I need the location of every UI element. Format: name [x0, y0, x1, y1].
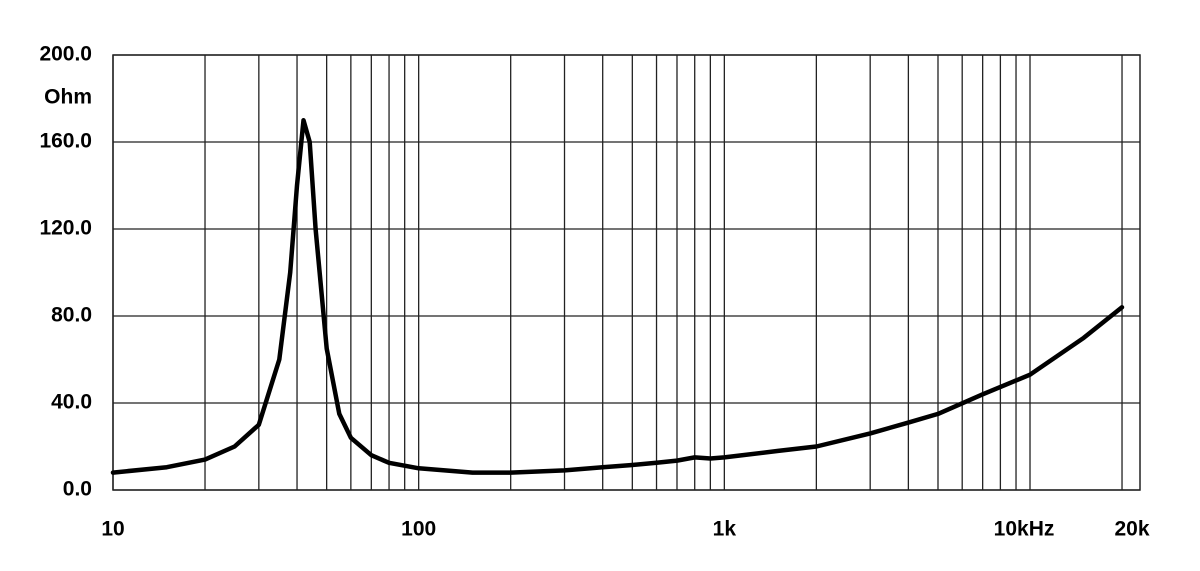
y-tick-label: 200.0: [39, 43, 92, 66]
y-tick-label: 160.0: [39, 130, 92, 153]
y-tick-label: 0.0: [63, 478, 92, 501]
y-axis-label: Ohm: [44, 86, 92, 109]
x-tick-label: 100: [401, 518, 436, 541]
x-tick-label: 20k: [1115, 518, 1150, 541]
plot-frame: [112, 54, 1141, 491]
impedance-curve: [110, 118, 1125, 475]
x-tick-label: 10: [101, 518, 124, 541]
y-tick-label: 120.0: [39, 217, 92, 240]
x-tick-label: 10kHz: [994, 518, 1055, 541]
y-tick-label: 40.0: [51, 391, 92, 414]
y-tick-label: 80.0: [51, 304, 92, 327]
x-tick-label: 1k: [713, 518, 737, 541]
